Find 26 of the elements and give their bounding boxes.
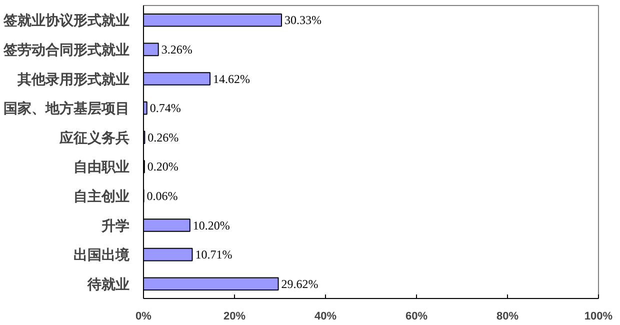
y-tick-label: 应征义务兵	[58, 129, 130, 146]
x-tick-label: 0%	[136, 310, 152, 322]
y-tick-label: 其他录用形式就业	[16, 70, 130, 87]
y-tick-label: 国家、地方基层项目	[4, 100, 130, 116]
y-tick-label: 升学	[100, 217, 130, 234]
y-tick-label: 签就业协议形式就业	[2, 12, 130, 28]
data-label: 0.06%	[146, 188, 178, 203]
x-tick-label: 20%	[223, 310, 246, 322]
y-tick-label: 自由职业	[74, 158, 130, 175]
y-tick-label: 自主创业	[74, 188, 130, 204]
data-label: 0.20%	[147, 160, 178, 174]
data-label: 29.62%	[281, 276, 318, 291]
y-tick-label: 签劳动合同形式就业	[2, 41, 130, 58]
data-label: 0.74%	[150, 101, 181, 116]
y-tick-label: 出国出境	[74, 246, 130, 263]
data-label: 30.33%	[284, 13, 322, 28]
data-label: 10.71%	[195, 248, 232, 262]
data-label: 14.62%	[213, 72, 250, 86]
x-tick-label: 60%	[405, 310, 428, 322]
y-tick-label: 待就业	[86, 276, 130, 292]
x-tick-label: 100%	[584, 310, 613, 322]
data-label: 3.26%	[161, 42, 192, 56]
data-label: 0.26%	[148, 130, 179, 144]
x-tick-label: 80%	[496, 310, 519, 322]
data-label: 10.20%	[192, 218, 230, 232]
x-tick-label: 40%	[314, 310, 337, 322]
